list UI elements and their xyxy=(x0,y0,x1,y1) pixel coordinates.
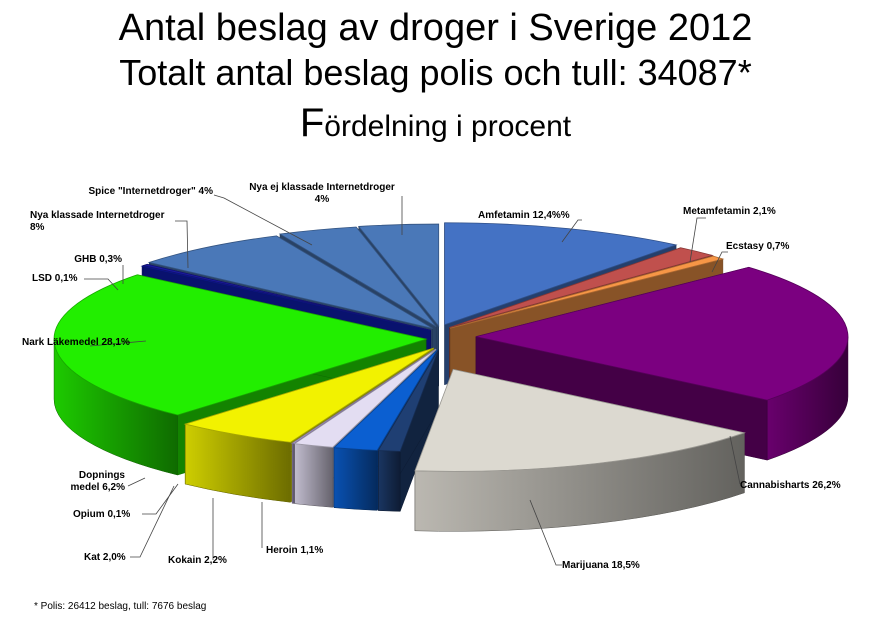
slice-label-14: Spice "Internetdroger" 4% xyxy=(88,186,213,197)
pie-slice-12 xyxy=(141,263,431,331)
footnote: * Polis: 26412 beslag, tull: 7676 beslag xyxy=(34,601,207,612)
leader-line-2 xyxy=(711,251,728,273)
pie-slice-1 xyxy=(449,247,714,328)
pie-slice-0 xyxy=(444,222,678,326)
chart-caption: Fördelning i procent xyxy=(0,101,871,146)
leader-line-4 xyxy=(529,499,562,566)
leader-line-0 xyxy=(561,219,582,243)
slice-label-4: Marijuana 18,5% xyxy=(562,560,640,571)
slice-label-9: Dopnings medel 6,2% xyxy=(71,470,126,493)
pie-slice-2 xyxy=(449,255,725,329)
leader-line-13 xyxy=(175,220,189,269)
slice-label-1: Metamfetamin 2,1% xyxy=(683,206,776,217)
pie-slice-7 xyxy=(293,348,437,448)
pie-slice-10 xyxy=(53,274,428,416)
pie-slice-14 xyxy=(278,226,437,327)
pie-slice-13 xyxy=(147,235,433,329)
slice-label-11: LSD 0,1% xyxy=(32,273,78,284)
leader-line-1 xyxy=(689,217,706,263)
leader-line-8 xyxy=(142,483,179,515)
slice-label-3: Cannabisharts 26,2% xyxy=(740,480,841,491)
slice-label-15: Nya ej klassade Internetdroger 4% xyxy=(249,182,395,205)
pie-slice-6 xyxy=(333,349,438,451)
slice-label-8: Opium 0,1% xyxy=(73,509,130,520)
leader-line-10 xyxy=(89,340,147,347)
pie-slice-wall-6 xyxy=(333,447,378,511)
chart-caption-rest: ördelning i procent xyxy=(324,110,572,143)
chart-caption-initial: F xyxy=(299,101,325,145)
slice-label-10: Nark Läkemedel 28,1% xyxy=(22,337,130,348)
pie-slice-8 xyxy=(290,348,436,444)
slice-label-7: Kat 2,0% xyxy=(84,552,126,563)
slice-label-2: Ecstasy 0,7% xyxy=(726,241,789,252)
slice-label-5: Heroin 1,1% xyxy=(266,545,323,556)
pie-slice-3 xyxy=(475,266,849,401)
leader-line-3 xyxy=(729,435,741,485)
leader-line-9 xyxy=(127,477,146,487)
pie-slice-9 xyxy=(183,347,434,443)
slice-label-12: GHB 0,3% xyxy=(74,254,122,265)
pie-slice-wall-7 xyxy=(294,443,333,508)
pie-slice-5 xyxy=(377,349,439,452)
leader-line-11 xyxy=(84,278,119,291)
chart-title: Antal beslag av droger i Sverige 2012 xyxy=(118,7,753,49)
leader-line-7 xyxy=(130,485,175,558)
slice-label-13: Nya klassade Internetdroger 8% xyxy=(30,210,165,233)
pie-slice-15 xyxy=(357,223,440,328)
chart-subtitle: Totalt antal beslag polis och tull: 3408… xyxy=(119,52,752,93)
pie-slice-wall-8 xyxy=(291,442,295,504)
slice-label-6: Kokain 2,2% xyxy=(168,555,227,566)
pie-slice-wall-5 xyxy=(377,450,401,512)
slice-label-0: Amfetamin 12,4%% xyxy=(478,210,570,221)
pie-slice-4 xyxy=(414,368,746,472)
leader-line-14 xyxy=(213,194,313,246)
